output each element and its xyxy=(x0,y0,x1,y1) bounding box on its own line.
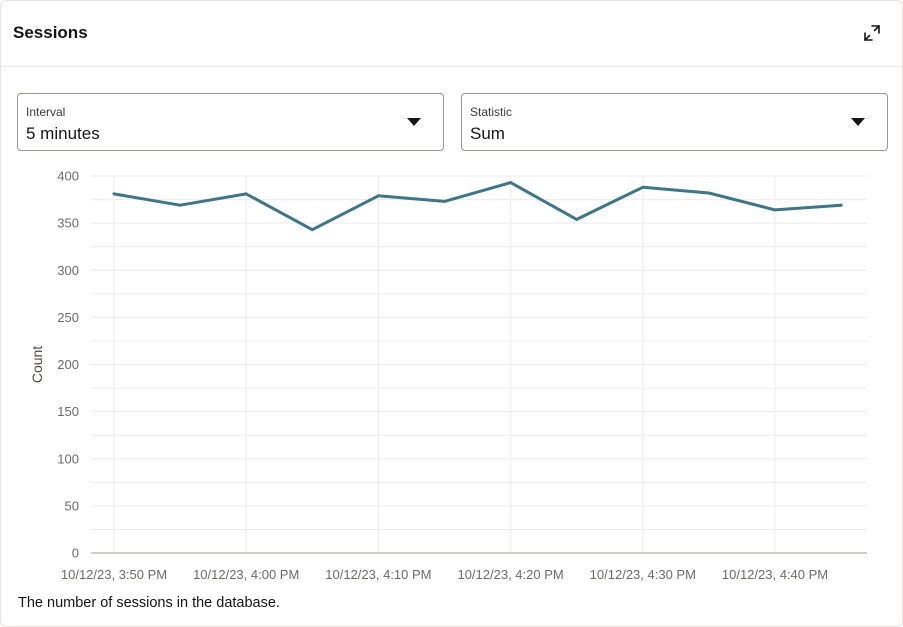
interval-value: 5 minutes xyxy=(26,124,100,143)
chevron-down-icon xyxy=(407,118,421,126)
x-tick-label: 10/12/23, 4:20 PM xyxy=(457,567,563,582)
sessions-line-chart: 0 50 100 150 200 250 300 350 400 10/12/23, 3:50 P… xyxy=(29,169,867,582)
x-tick-label: 10/12/23, 4:10 PM xyxy=(325,567,431,582)
data-point xyxy=(707,191,711,195)
interval-label: Interval xyxy=(26,105,66,119)
x-tick-label: 10/12/23, 3:50 PM xyxy=(61,567,167,582)
data-point xyxy=(839,203,843,207)
y-tick-label: 100 xyxy=(57,451,79,466)
data-point xyxy=(575,217,579,221)
y-tick-label: 150 xyxy=(57,404,79,419)
data-point xyxy=(773,208,777,212)
card-header: Sessions xyxy=(1,1,902,67)
data-point xyxy=(443,199,446,203)
x-tick-label: 10/12/23, 4:00 PM xyxy=(193,567,299,582)
card-title: Sessions xyxy=(13,23,88,42)
data-point xyxy=(178,203,182,207)
y-tick-label: 50 xyxy=(65,498,79,513)
chart-caption: The number of sessions in the database. xyxy=(18,595,280,611)
expand-arrows-icon xyxy=(864,25,880,41)
data-point xyxy=(112,192,116,196)
y-axis-label: Count xyxy=(29,346,45,383)
x-tick-label: 10/12/23, 4:40 PM xyxy=(722,567,828,582)
y-tick-label: 0 xyxy=(72,546,79,561)
statistic-select[interactable]: Statistic Sum xyxy=(461,93,888,151)
y-tick-label: 200 xyxy=(57,357,79,372)
y-tick-label: 400 xyxy=(57,169,79,184)
data-point xyxy=(509,181,513,185)
statistic-label: Statistic xyxy=(470,105,513,119)
data-point xyxy=(376,194,380,198)
data-point xyxy=(310,228,314,232)
x-tick-label: 10/12/23, 4:30 PM xyxy=(590,567,696,582)
chevron-down-icon xyxy=(851,118,865,126)
interval-select[interactable]: Interval 5 minutes xyxy=(17,93,444,151)
data-point xyxy=(244,192,248,196)
expand-button[interactable] xyxy=(857,18,887,48)
series-line xyxy=(112,181,843,232)
data-point xyxy=(641,185,645,189)
y-tick-label: 350 xyxy=(57,216,79,231)
y-tick-label: 300 xyxy=(57,263,79,278)
statistic-value: Sum xyxy=(470,124,505,143)
y-tick-label: 250 xyxy=(57,310,79,325)
